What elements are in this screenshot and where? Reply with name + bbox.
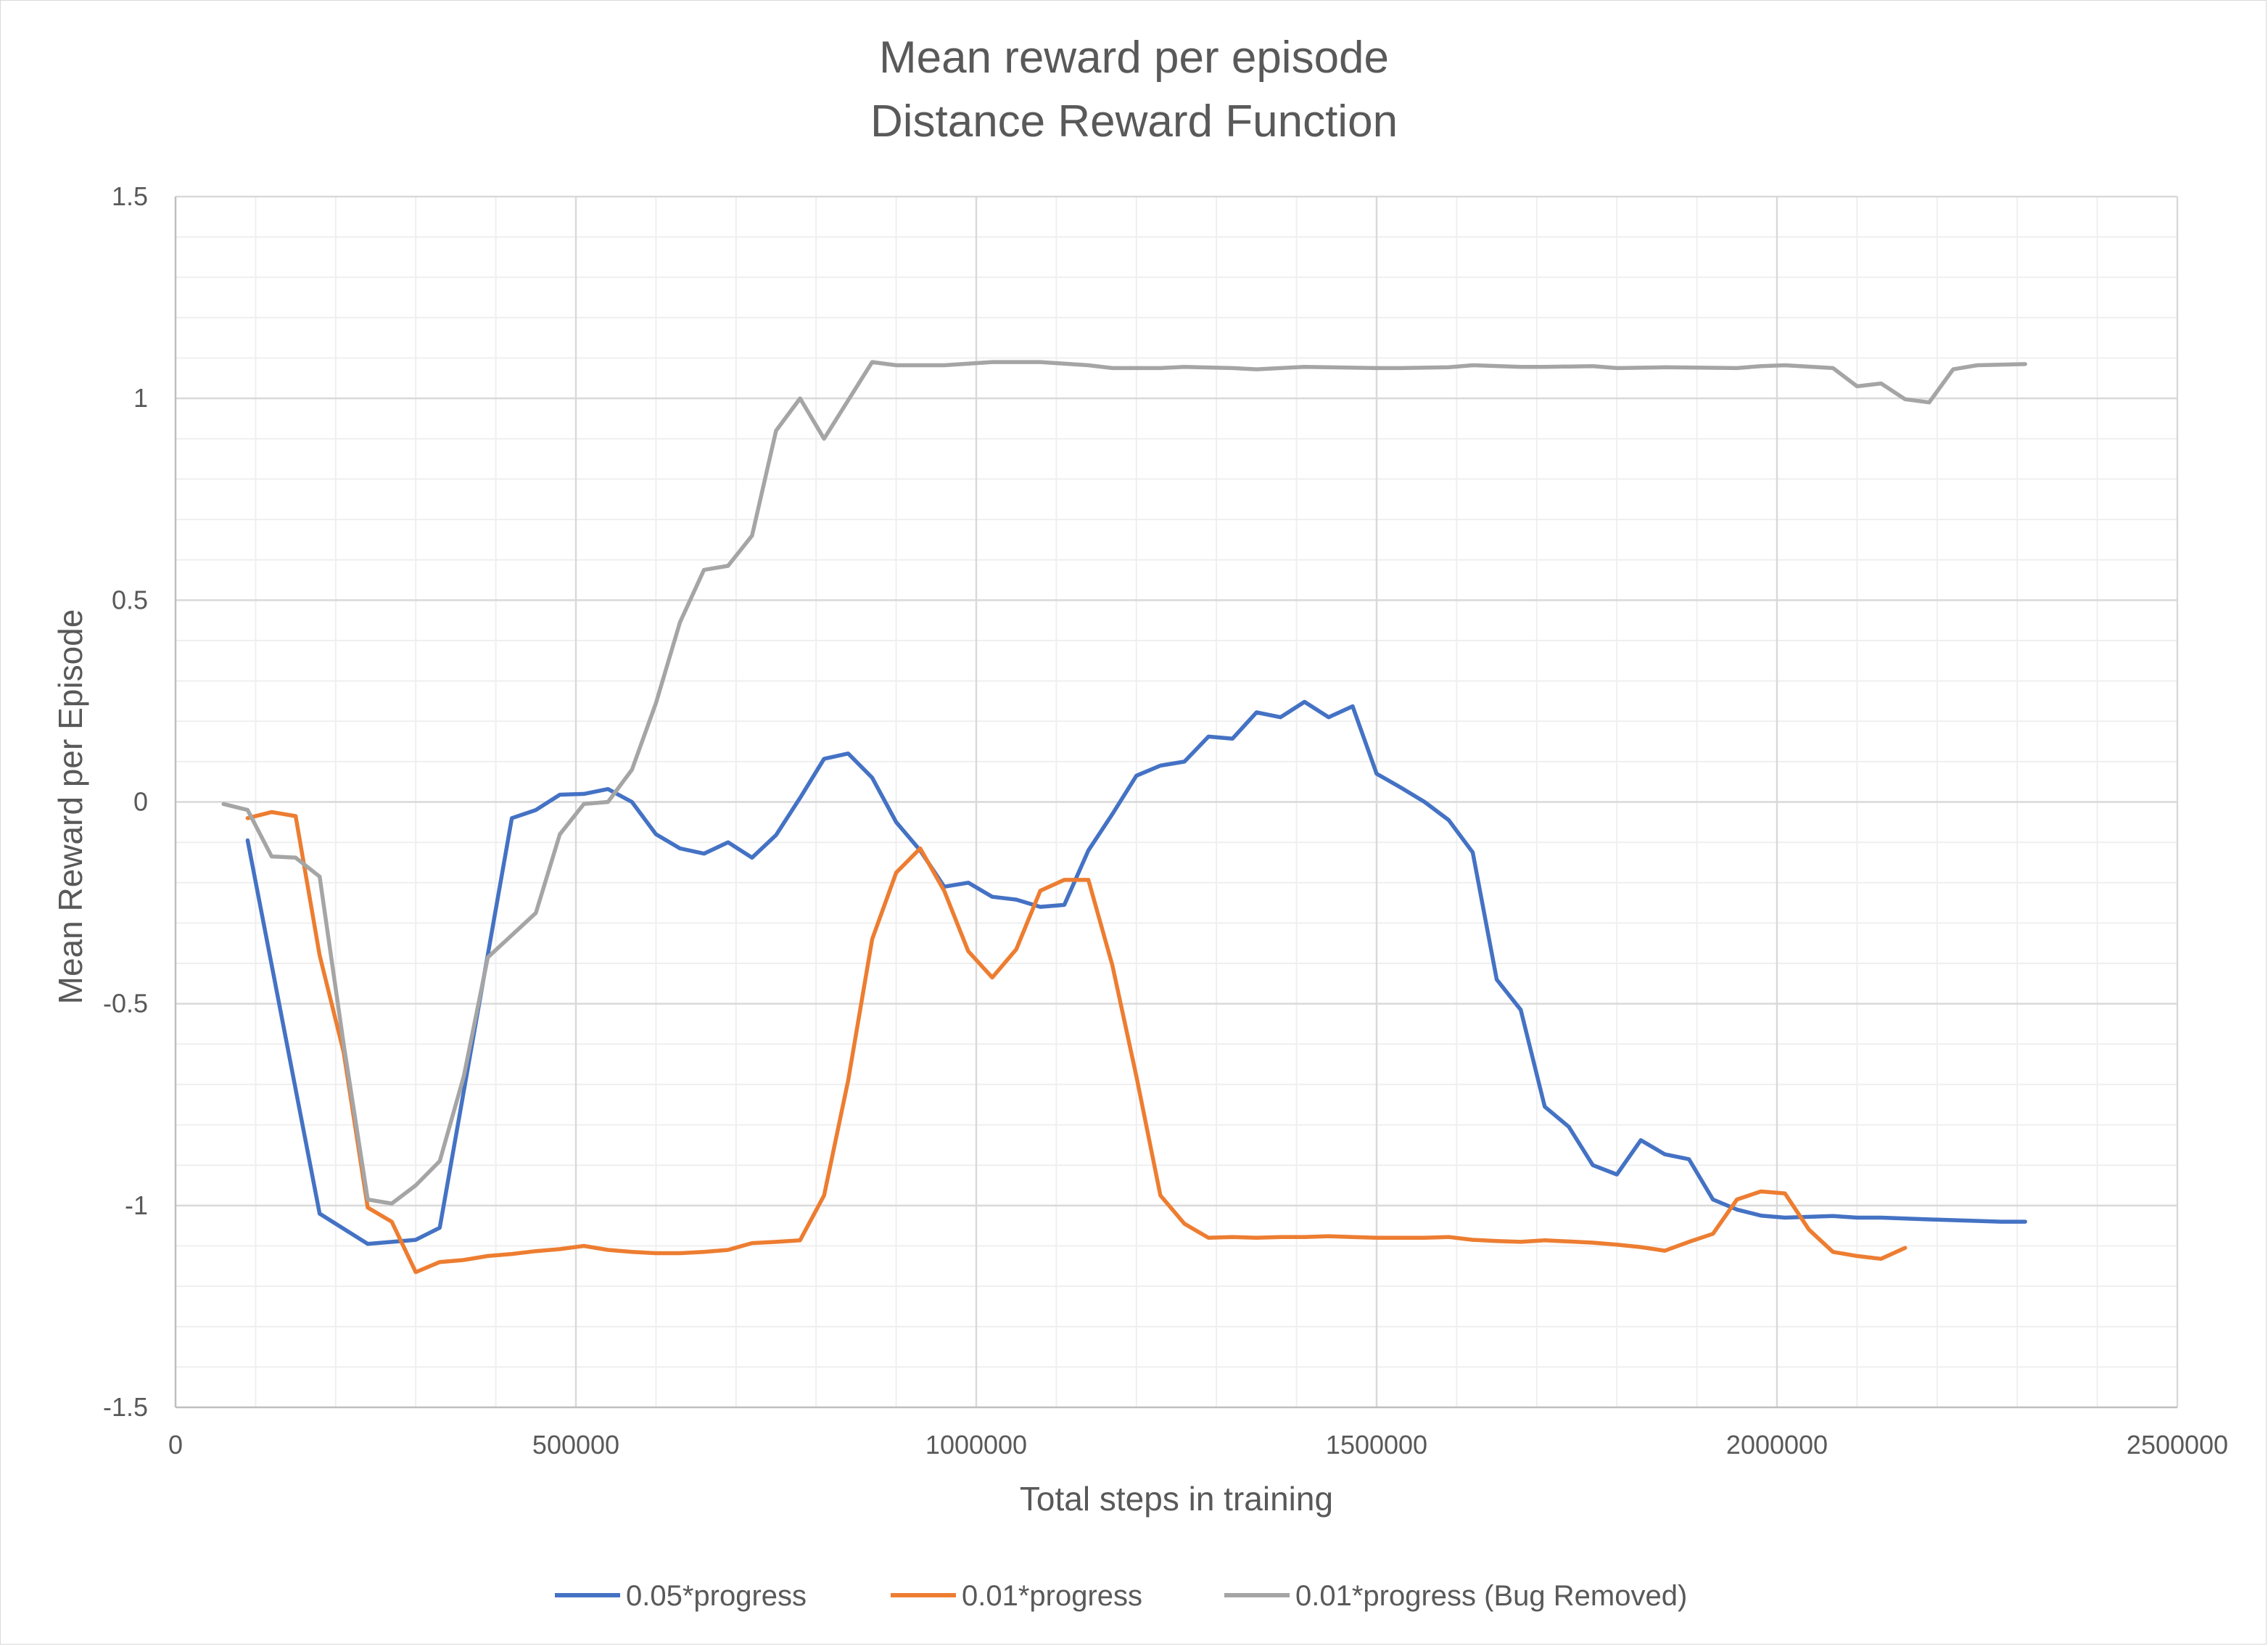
y-tick-label: -1.5 (103, 1392, 148, 1422)
y-tick-label: 0.5 (112, 585, 148, 614)
x-tick-label: 2500000 (2127, 1430, 2228, 1460)
legend-label-2: 0.01*progress (962, 1580, 1142, 1612)
x-tick-label: 0 (168, 1430, 183, 1460)
x-tick-label: 500000 (532, 1430, 619, 1460)
legend: 0.05*progress 0.01*progress 0.01*progress … (555, 1580, 1687, 1612)
y-tick-label: 0 (133, 787, 148, 817)
series-line-1 (245, 699, 2027, 1246)
x-tick-labels: 0 500000 1000000 1500000 2000000 2500000 (168, 1430, 2228, 1460)
chart-subtitle: Distance Reward Function (870, 96, 1398, 147)
x-tick-label: 1500000 (1326, 1430, 1427, 1460)
y-tick-label: -1 (125, 1190, 148, 1220)
legend-label-1: 0.05*progress (626, 1580, 807, 1612)
y-tick-label: 1 (133, 383, 148, 413)
x-tick-label: 2000000 (1726, 1430, 1828, 1460)
x-tick-label: 1000000 (925, 1430, 1027, 1460)
axes (174, 197, 2177, 1409)
y-tick-label: 1.5 (112, 181, 148, 211)
legend-label-3: 0.01*progress (Bug Removed) (1295, 1580, 1687, 1612)
chart-title: Mean reward per episode (878, 33, 1390, 83)
y-tick-labels: -1.5 -1 -0.5 0 0.5 1 1.5 (103, 181, 148, 1422)
series-line-3 (221, 360, 2027, 1206)
y-axis-title: Mean Reward per Episode (51, 609, 89, 1005)
major-gridlines (176, 195, 2179, 1407)
series-line-2 (245, 810, 1908, 1275)
x-axis-title: Total steps in training (1020, 1480, 1333, 1518)
series-lines (221, 360, 2027, 1275)
y-tick-label: -0.5 (103, 989, 148, 1019)
